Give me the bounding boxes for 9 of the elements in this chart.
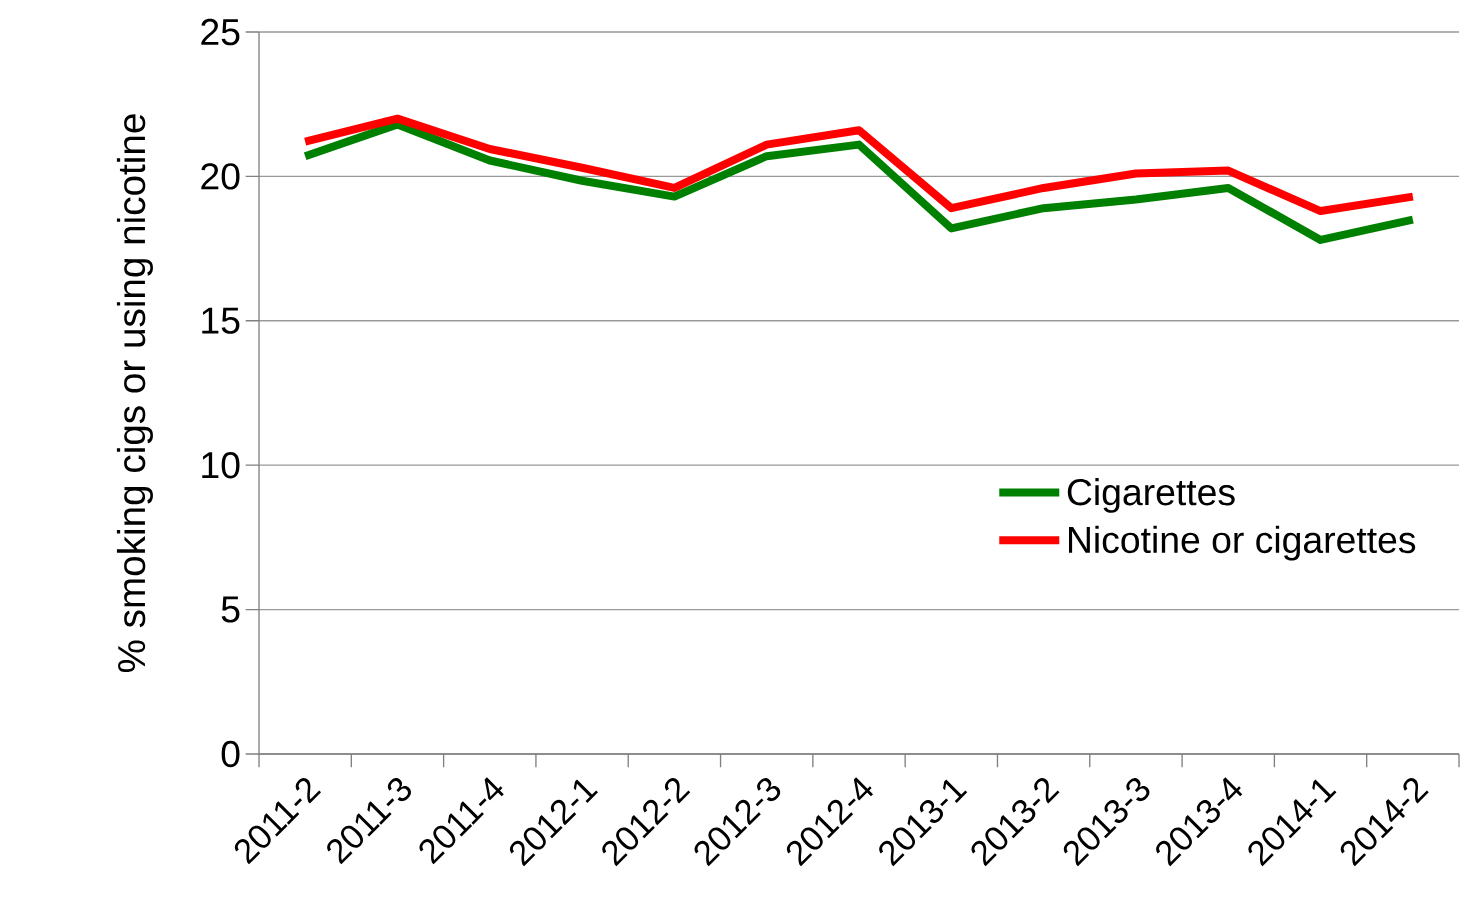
- y-tick-label: 5: [221, 596, 240, 623]
- y-tick-label: 0: [221, 740, 240, 768]
- legend-label: Nicotine or cigarettes: [1068, 525, 1416, 561]
- y-tick-label: 20: [201, 163, 240, 190]
- y-tick-label: 15: [202, 307, 240, 334]
- y-tick-label: 25: [201, 18, 240, 46]
- y-tick-label: 10: [202, 451, 240, 479]
- y-axis-title: % smoking cigs or using nicotine: [116, 114, 153, 673]
- legend-label: Cigarettes: [1067, 478, 1235, 513]
